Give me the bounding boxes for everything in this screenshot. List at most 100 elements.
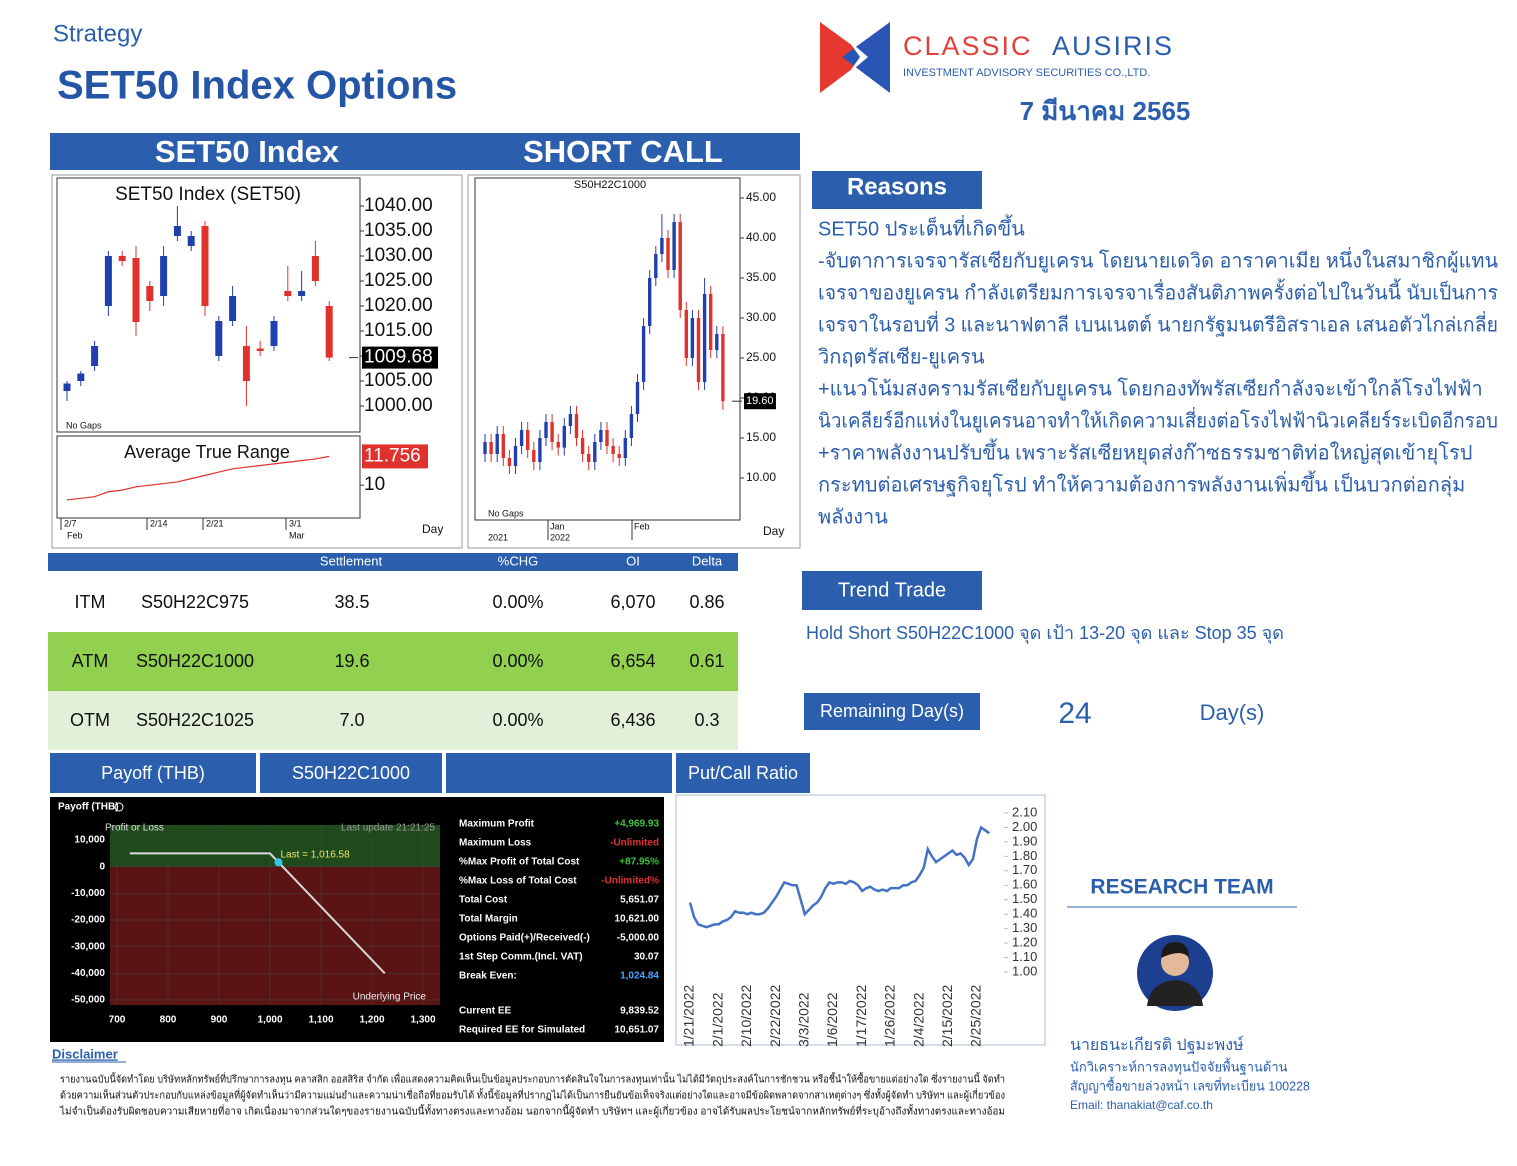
last-price: 19.60	[746, 395, 774, 407]
loss-zone	[110, 866, 440, 1005]
banner-title: SET50 Index	[155, 134, 340, 169]
stat-value: 5,651.07	[620, 895, 659, 906]
stat-value: +4,969.93	[614, 819, 659, 830]
y-tick-label: 1.30	[1012, 920, 1037, 935]
update-time: Last update 21:21:25	[341, 823, 435, 834]
candle-body	[605, 430, 609, 446]
table-cell: S50H22C975	[141, 592, 249, 612]
stat-label: Options Paid(+)/Received(-)	[459, 933, 590, 944]
candle-body	[593, 442, 597, 462]
chart-title: S50H22C1000	[574, 179, 646, 191]
y-tick-label: 25.00	[746, 350, 776, 364]
remaining-box	[804, 693, 980, 730]
table-header-cell: Delta	[692, 553, 723, 568]
candle-body	[684, 310, 688, 358]
candle-body	[550, 422, 554, 442]
candle-body	[91, 346, 99, 366]
candle-body	[201, 226, 209, 306]
y-tick-label: 40.00	[746, 230, 776, 244]
section-header-label: Payoff (THB)	[101, 763, 205, 783]
y-tick-label: 1.80	[1012, 848, 1037, 863]
y-tick-label: 2.10	[1012, 804, 1037, 819]
reason-line: เจรจาของยูเครน กำลังเตรียมการเจรจาเรื่อง…	[818, 278, 1498, 305]
candle-body	[526, 430, 530, 450]
candle-body	[660, 238, 664, 254]
atr-last-bg	[362, 444, 428, 469]
table-cell: 0.3	[694, 710, 719, 730]
page-title: SET50 Index Options	[57, 64, 457, 108]
y-tick-label: 1000.00	[364, 395, 433, 416]
y-tick-label: 35.00	[746, 270, 776, 284]
chart-note: No Gaps	[66, 420, 102, 430]
analyst-role: นักวิเคราะห์การลงทุนปัจจัยพื้นฐานด้าน	[1070, 1057, 1288, 1075]
candle-body	[146, 286, 154, 301]
section-header	[260, 753, 442, 793]
x-tick-label: 2/4/2022	[910, 992, 926, 1047]
y-tick-label: 45.00	[746, 190, 776, 204]
logo-white	[848, 40, 868, 74]
candle-body	[690, 318, 695, 358]
last-price-bg	[744, 393, 776, 410]
table-cell: 19.6	[334, 651, 369, 671]
table-cell: OTM	[70, 710, 110, 730]
x-tick-label: 1/6/2022	[824, 992, 840, 1047]
candle-body	[544, 422, 548, 438]
y-tick-label: -30,000	[71, 941, 105, 952]
reason-line: วิกฤตรัสเซีย-ยูเครน	[818, 346, 985, 369]
x-tick-label: 1,100	[308, 1015, 333, 1026]
candle-body	[623, 438, 627, 458]
candle-body	[721, 334, 725, 402]
candle-body	[513, 446, 518, 466]
remaining-label: Remaining Day(s)	[820, 701, 964, 721]
y-axis-label: Profit or Loss	[105, 823, 164, 834]
y-tick-label: 10.00	[746, 470, 776, 484]
disclaimer-line: ไม่จำเป็นต้องรับผิดชอบความเสียหายที่อาจ …	[59, 1104, 1005, 1118]
table-cell: 0.00%	[492, 651, 543, 671]
x-tick-label: 1,300	[410, 1015, 435, 1026]
x-tick-label: 700	[109, 1015, 126, 1026]
stat-value: -5,000.00	[617, 933, 660, 944]
analyst-email: Email: thanakiat@caf.co.th	[1070, 1098, 1213, 1112]
candle-body	[256, 348, 264, 351]
candle-body	[648, 278, 652, 326]
y-tick-label: 0	[99, 861, 105, 872]
y-tick-label: 1040.00	[364, 195, 433, 216]
candle-body	[654, 254, 658, 278]
table-cell: 38.5	[334, 592, 369, 612]
y-tick-label: 1025.00	[364, 270, 433, 291]
y-tick-label: 1.50	[1012, 891, 1037, 906]
chart-title: SET50 Index (SET50)	[115, 184, 301, 205]
reasons-box	[812, 171, 982, 209]
candle-body	[325, 306, 333, 358]
x-tick-label: 2/1/2022	[709, 992, 725, 1047]
month-label: Jan	[550, 521, 565, 531]
disclaimer-title: Disclaimer	[52, 1046, 118, 1061]
table-cell: 0.00%	[492, 710, 543, 730]
stat-label: Maximum Profit	[459, 819, 535, 830]
disclaimer-line: ด้วยความเห็นส่วนตัวประกอบกับแหล่งข้อมูลท…	[60, 1088, 1005, 1102]
y-tick-label: 1030.00	[364, 245, 433, 266]
y-tick-label: 1.70	[1012, 862, 1037, 877]
x-tick-label: 2/22/2022	[767, 985, 783, 1047]
x-tick-label: 1/17/2022	[853, 985, 869, 1047]
candle-body	[284, 291, 292, 296]
analyst-suit	[1147, 980, 1203, 1006]
x-tick-label: 2/14	[150, 518, 168, 528]
stat-value: -Unlimited	[610, 838, 659, 849]
candle-body	[617, 454, 621, 458]
candle-body	[696, 318, 701, 382]
candle-body	[501, 434, 505, 458]
x-tick-label: 1/21/2022	[681, 985, 697, 1047]
table-header-cell: %CHG	[498, 553, 538, 568]
table-cell: 6,654	[610, 651, 655, 671]
stat-value: 1,024.84	[620, 971, 659, 982]
plot-area	[56, 177, 361, 433]
candle-body	[187, 236, 195, 246]
candle-body	[629, 414, 634, 438]
x-tick-label: 2/15/2022	[939, 985, 955, 1047]
candle-body	[215, 321, 223, 356]
remaining-value: 24	[1058, 697, 1091, 730]
plot-area	[474, 177, 741, 521]
month-label: Mar	[289, 530, 305, 540]
